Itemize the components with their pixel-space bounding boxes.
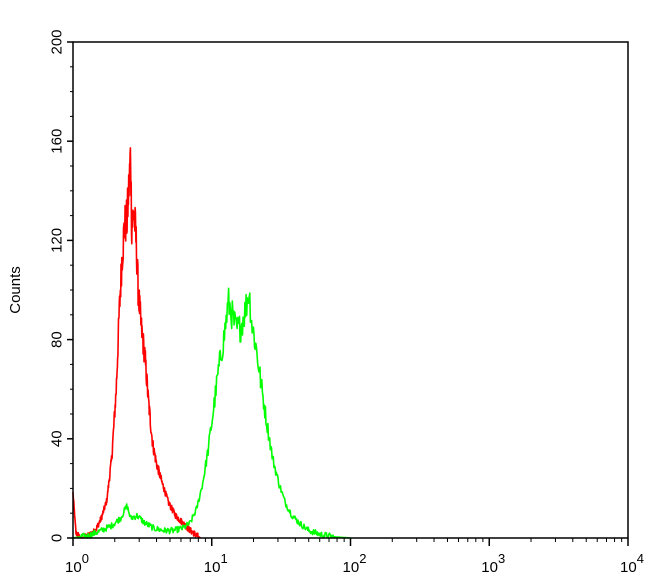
series-line-1 [72,147,201,539]
y-tick-label: 80 [48,331,65,348]
y-axis-label: Counts [7,266,24,314]
x-tick-label: 101 [204,551,228,576]
x-tick-label: 100 [65,551,89,576]
plot-frame [72,41,629,539]
x-tick-label: 102 [343,551,367,576]
y-tick-label: 40 [48,430,65,447]
x-axis-ticks: 100 101 102 103 104 [65,538,644,576]
y-tick-label: 160 [48,129,65,154]
series-line-2 [72,287,351,539]
y-axis-ticks: 0 40 80 120 160 200 [48,29,73,542]
y-tick-label: 120 [48,228,65,253]
x-tick-label: 103 [481,551,505,576]
y-tick-label: 0 [48,534,65,542]
y-tick-label: 200 [48,29,65,54]
x-tick-label: 104 [620,551,644,576]
series-group [72,147,351,539]
